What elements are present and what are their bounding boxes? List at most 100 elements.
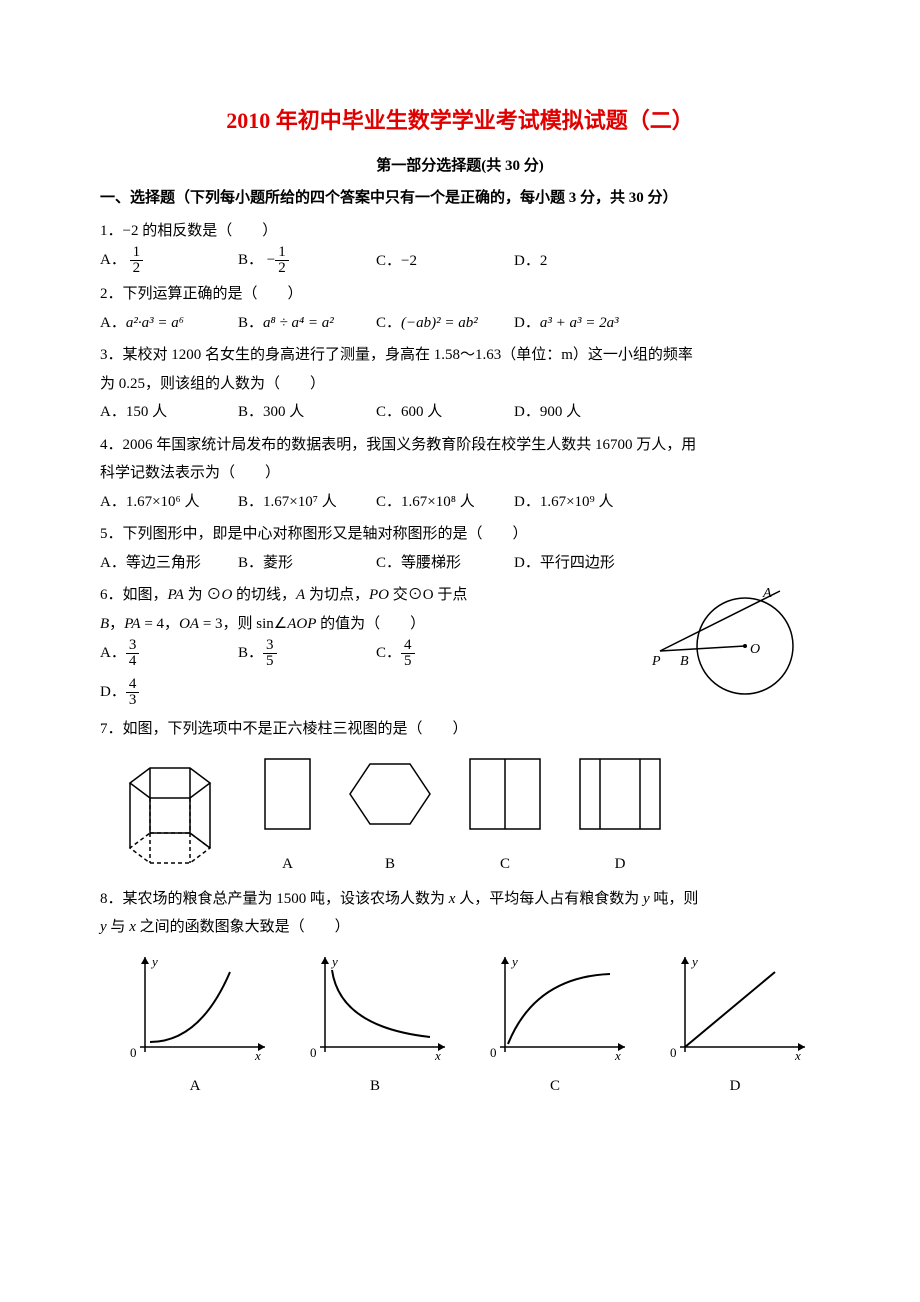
q1-b-den: 2 (275, 261, 289, 276)
question-4: 4．2006 年国家统计局发布的数据表明，我国义务教育阶段在校学生人数共 167… (100, 431, 820, 517)
q6-t: 6．如图， (100, 587, 168, 603)
fraction-icon: 12 (130, 245, 144, 276)
q6-t: AOP (287, 616, 316, 632)
q6-t: PO (369, 587, 389, 603)
q3-opt-a: A．150 人 (100, 398, 230, 427)
ylab: y (150, 954, 158, 969)
label-b: B (680, 654, 689, 669)
q6-t: 为 ⊙ (184, 587, 222, 603)
q1-b-num: 1 (275, 245, 289, 261)
q2-opt-c: C．(−ab)² = ab² (376, 309, 506, 338)
q2-c-lbl: C． (376, 315, 401, 331)
fraction-icon: 45 (401, 638, 415, 669)
label-p: P (651, 654, 661, 669)
q3-opt-c: C．600 人 (376, 398, 506, 427)
q6-opt-a: A．34 (100, 638, 230, 669)
q5-opt-b: B．菱形 (238, 549, 368, 578)
d: 5 (263, 654, 277, 669)
q5-opt-c: C．等腰梯形 (376, 549, 506, 578)
question-6: 6．如图，PA 为 ⊙O 的切线，A 为切点，PO 交⊙O 于点 B，PA = … (100, 581, 820, 711)
question-8: 8．某农场的粮食总产量为 1500 吨，设该农场人数为 x 人，平均每人占有粮食… (100, 885, 820, 1101)
q1-b-neg: − (267, 252, 275, 268)
d: 5 (401, 654, 415, 669)
graph-b-icon: 0 x y (300, 952, 450, 1062)
q1-opt-a: A． 12 (100, 245, 230, 276)
q6-t: OA (179, 616, 199, 632)
fraction-icon: 34 (126, 638, 140, 669)
q6-t: 交⊙O 于点 (389, 587, 467, 603)
q7-fig-a: A (260, 754, 315, 879)
q8-label-a: A (120, 1072, 270, 1101)
graph-d-icon: 0 x y (660, 952, 810, 1062)
q1-a-label: A． (100, 252, 126, 268)
page-subtitle: 第一部分选择题(共 30 分) (100, 152, 820, 181)
q6-t: B (100, 616, 109, 632)
q8-fig-c: 0 x y C (480, 952, 630, 1101)
q1-opt-b: B． −12 (238, 245, 368, 276)
n: 3 (126, 638, 140, 654)
q6-line2: B，PA = 4，OA = 3，则 sin∠AOP 的值为（ ） (100, 610, 640, 639)
question-3: 3．某校对 1200 名女生的身高进行了测量，身高在 1.58～1.63（单位：… (100, 341, 820, 427)
origin: 0 (670, 1045, 677, 1060)
q7-label-c: C (465, 850, 545, 879)
q6-t: A (296, 587, 305, 603)
q8-figures: 0 x y A 0 x y B 0 x y (120, 952, 820, 1101)
t: 人，平均每人占有粮食数为 (455, 891, 643, 907)
q8-label-c: C (480, 1072, 630, 1101)
question-5: 5．下列图形中，即是中心对称图形又是轴对称图形的是（ ） A．等边三角形 B．菱… (100, 520, 820, 577)
q2-opt-b: B．a⁸ ÷ a⁴ = a² (238, 309, 368, 338)
q2-d-expr: a³ + a³ = 2a³ (540, 315, 619, 331)
t: 8．某农场的粮食总产量为 1500 吨，设该农场人数为 (100, 891, 449, 907)
xlab: x (434, 1048, 441, 1062)
q6-t: 的值为（ ） (316, 616, 425, 632)
q7-fig-d: D (575, 754, 665, 879)
origin: 0 (310, 1045, 317, 1060)
t: y (100, 919, 107, 935)
q1-stem: 1．−2 的相反数是（ ） (100, 217, 820, 246)
rect-split-icon (465, 754, 545, 834)
q6-t: = 3，则 sin∠ (199, 616, 287, 632)
q3-options: A．150 人 B．300 人 C．600 人 D．900 人 (100, 398, 820, 427)
q6-b-lbl: B． (238, 645, 263, 661)
q6-opt-b: B．35 (238, 638, 368, 669)
hexagon-icon (345, 754, 435, 834)
q6-t: O (221, 587, 232, 603)
q4-stem1: 4．2006 年国家统计局发布的数据表明，我国义务教育阶段在校学生人数共 167… (100, 431, 820, 460)
section-1-header: 一、选择题（下列每小题所给的四个答案中只有一个是正确的，每小题 3 分，共 30… (100, 184, 820, 213)
graph-a-icon: 0 x y (120, 952, 270, 1062)
q6-text: 6．如图，PA 为 ⊙O 的切线，A 为切点，PO 交⊙O 于点 B，PA = … (100, 581, 640, 708)
q4-opt-d: D．1.67×10⁹ 人 (514, 488, 644, 517)
q6-opt-c: C．45 (376, 638, 506, 669)
point-o-dot (743, 644, 747, 648)
graph-c-icon: 0 x y (480, 952, 630, 1062)
q8-label-d: D (660, 1072, 810, 1101)
q6-t: PA (168, 587, 184, 603)
t: 与 (107, 919, 130, 935)
fraction-icon: 43 (126, 677, 140, 708)
d: 4 (126, 654, 140, 669)
q2-opt-a: A．a²·a³ = a⁶ (100, 309, 230, 338)
q1-opt-d: D．2 (514, 247, 644, 276)
q6-t: ， (109, 616, 124, 632)
ylab: y (510, 954, 518, 969)
question-2: 2．下列运算正确的是（ ） A．a²·a³ = a⁶ B．a⁸ ÷ a⁴ = a… (100, 280, 820, 337)
d: 3 (126, 693, 140, 708)
hex-prism-icon (120, 758, 230, 868)
question-7: 7．如图，下列选项中不是正六棱柱三视图的是（ ） A B (100, 715, 820, 879)
q2-a-lbl: A． (100, 315, 126, 331)
label-o: O (750, 642, 760, 657)
q5-options: A．等边三角形 B．菱形 C．等腰梯形 D．平行四边形 (100, 549, 820, 578)
t: 之间的函数图象大致是（ ） (136, 919, 350, 935)
rect-3split-icon (575, 754, 665, 834)
q2-stem: 2．下列运算正确的是（ ） (100, 280, 820, 309)
q1-a-den: 2 (130, 261, 144, 276)
t: y (643, 891, 650, 907)
q1-opt-c: C．−2 (376, 247, 506, 276)
q6-c-lbl: C． (376, 645, 401, 661)
xlab: x (614, 1048, 621, 1062)
ylab: y (330, 954, 338, 969)
q4-opt-c: C．1.67×10⁸ 人 (376, 488, 506, 517)
q3-opt-d: D．900 人 (514, 398, 644, 427)
q6-t: 为切点， (305, 587, 369, 603)
q5-stem: 5．下列图形中，即是中心对称图形又是轴对称图形的是（ ） (100, 520, 820, 549)
